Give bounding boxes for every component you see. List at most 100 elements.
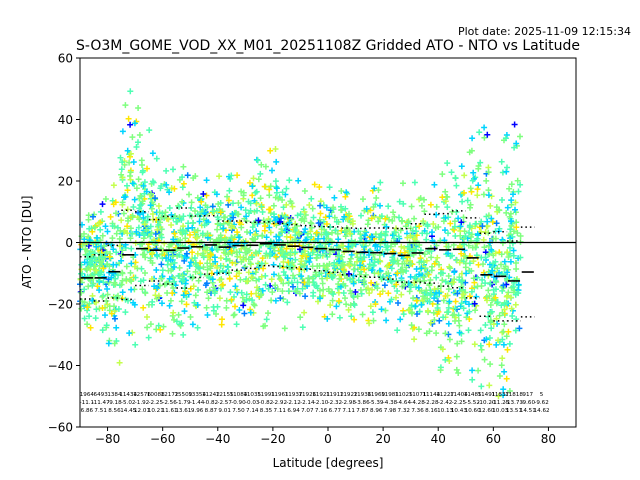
scatter-point (331, 262, 337, 269)
scatter-point (483, 293, 490, 300)
scatter-point (436, 290, 443, 297)
scatter-point (323, 204, 330, 211)
scatter-point (456, 242, 463, 249)
scatter-point (294, 212, 301, 219)
scatter-point (220, 225, 227, 232)
scatter-point (458, 250, 465, 257)
scatter-point (470, 169, 477, 176)
scatter-point (468, 188, 475, 195)
scatter-point (179, 184, 186, 191)
scatter-point (207, 265, 214, 272)
bin-annotation-line: -4.28 (410, 400, 425, 406)
scatter-point (453, 353, 460, 360)
bin-annotation-line: 12155 (216, 392, 234, 398)
scatter-point (496, 373, 503, 379)
scatter-point (200, 191, 207, 197)
bin-annotation-line: 8.96 (370, 408, 383, 414)
scatter-point (470, 258, 477, 265)
bin-annotation: 12172 -2.56 11.61 (161, 392, 179, 414)
scatter-point (359, 311, 366, 318)
bin-annotation-line: 12.60 (478, 408, 494, 414)
scatter-point (475, 367, 482, 374)
scatter-point (287, 263, 294, 270)
bin-annotation-line: 11837 (491, 392, 509, 398)
scatter-point (275, 195, 282, 202)
bin-annotation-line: -2.14 (300, 400, 315, 406)
scatter-point (103, 249, 110, 255)
scatter-point (227, 240, 234, 247)
scatter-point (331, 214, 338, 221)
scatter-point (97, 226, 104, 233)
scatter-point (415, 326, 422, 333)
scatter-point (378, 230, 385, 237)
scatter-point (316, 263, 323, 269)
scatter-point (260, 265, 267, 272)
scatter-point (412, 274, 419, 281)
scatter-point (486, 251, 493, 258)
scatter-point (488, 325, 495, 332)
bin-annotation-line: 1384 (107, 392, 122, 398)
y-tick-label: 40 (58, 113, 73, 127)
scatter-point (326, 288, 332, 295)
scatter-point (439, 346, 446, 353)
scatter-point (109, 235, 116, 242)
scatter-point (192, 292, 199, 299)
scatter-point (444, 204, 451, 211)
scatter-point (385, 290, 392, 297)
scatter-point (244, 229, 250, 235)
scatter-point (453, 182, 460, 189)
scatter-point (147, 321, 154, 328)
scatter-point (390, 209, 397, 216)
scatter-point (508, 218, 515, 225)
scatter-point (229, 234, 235, 241)
scatter-point (481, 356, 488, 363)
scatter-point (280, 259, 287, 265)
scatter-point (216, 277, 223, 283)
scatter-point (141, 179, 148, 186)
scatter-point (166, 189, 173, 196)
scatter-point (346, 262, 353, 269)
scatter-point (456, 277, 463, 283)
scatter-point (249, 183, 256, 190)
scatter-point (119, 159, 126, 166)
scatter-point (153, 295, 160, 302)
scatter-point (184, 268, 191, 275)
scatter-point (140, 167, 146, 174)
scatter-point (298, 258, 305, 265)
bin-annotation-line: 11242 (202, 392, 220, 398)
scatter-point (501, 368, 508, 375)
scatter-point (484, 218, 491, 225)
scatter-point (394, 288, 401, 294)
scatter-point (221, 214, 227, 221)
scatter-point (143, 226, 150, 233)
scatter-point (517, 254, 524, 261)
scatter-point (107, 213, 114, 220)
scatter-point (377, 273, 384, 280)
scatter-point (127, 169, 134, 176)
scatter-point (512, 327, 519, 334)
scatter-point (238, 204, 245, 211)
scatter-point (382, 215, 389, 222)
scatter-point (249, 192, 256, 199)
scatter-point (458, 300, 465, 307)
scatter-point (100, 265, 107, 272)
bin-annotation-line: 7.32 (398, 408, 410, 414)
scatter-point (223, 304, 230, 311)
scatter-point (100, 292, 107, 299)
scatter-point (282, 213, 289, 220)
scatter-point (225, 264, 232, 271)
scatter-point (366, 261, 373, 268)
scatter-point (498, 261, 504, 268)
scatter-point (445, 273, 452, 279)
scatter-point (210, 307, 217, 314)
scatter-point (219, 316, 225, 323)
scatter-point (106, 253, 113, 260)
scatter-point (514, 177, 521, 184)
scatter-point (467, 185, 474, 192)
scatter-point (436, 317, 443, 324)
scatter-point (235, 200, 242, 206)
scatter-point (187, 314, 194, 320)
scatter-point (338, 188, 345, 194)
scatter-point (413, 246, 419, 253)
bin-annotation-line: 10.03 (492, 408, 508, 414)
